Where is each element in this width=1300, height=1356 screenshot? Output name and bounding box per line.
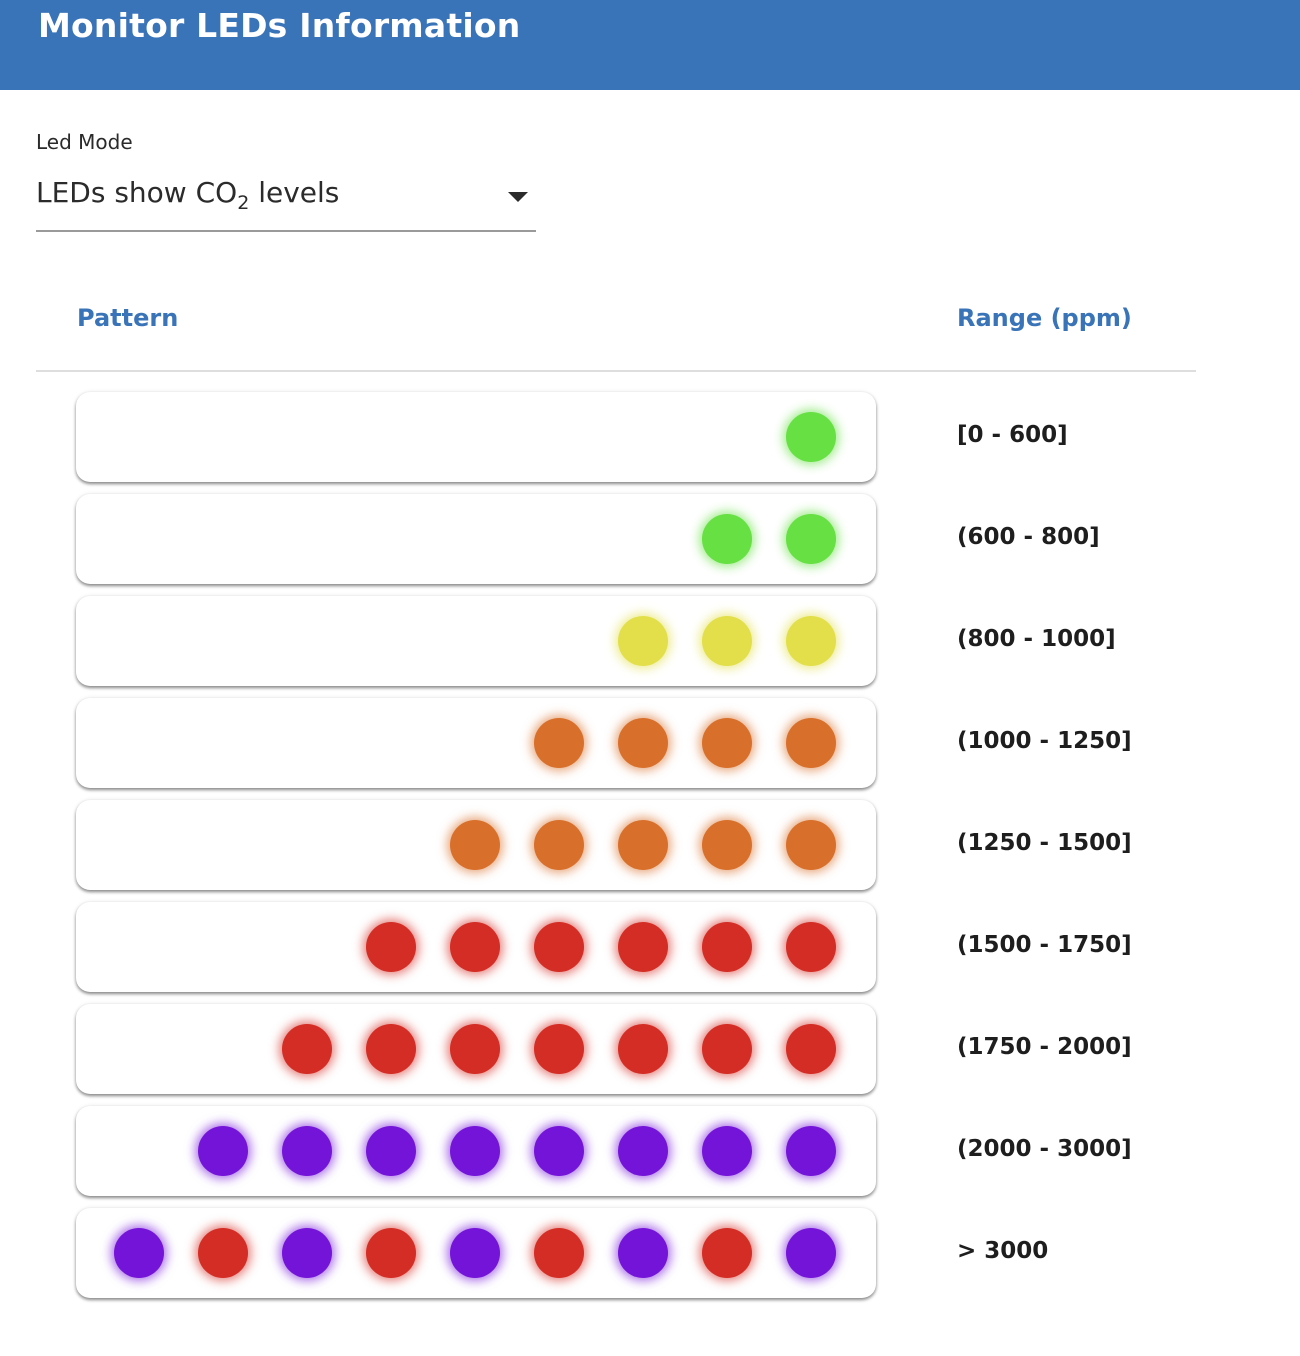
led-purple-icon [786, 1228, 836, 1278]
led-red-icon [618, 922, 668, 972]
table-row: (1250 - 1500] [0, 800, 1300, 892]
led-purple-icon [786, 1126, 836, 1176]
led-red-icon [366, 1228, 416, 1278]
table-row: (1750 - 2000] [0, 1004, 1300, 1096]
led-red-icon [366, 1024, 416, 1074]
led-red-icon [534, 1228, 584, 1278]
range-label: (1500 - 1750] [957, 932, 1132, 958]
led-purple-icon [618, 1126, 668, 1176]
led-red-icon [450, 922, 500, 972]
led-orange-icon [534, 820, 584, 870]
led-red-icon [198, 1228, 248, 1278]
column-header-range: Range (ppm) [957, 304, 1132, 332]
led-pattern-card [76, 1208, 876, 1298]
led-mode-value-subscript: 2 [237, 192, 250, 214]
led-red-icon [618, 1024, 668, 1074]
range-label: (800 - 1000] [957, 626, 1116, 652]
led-red-icon [702, 1228, 752, 1278]
led-yellow-icon [786, 616, 836, 666]
led-purple-icon [450, 1228, 500, 1278]
led-orange-icon [618, 820, 668, 870]
table-row: [0 - 600] [0, 392, 1300, 484]
led-purple-icon [282, 1126, 332, 1176]
table-row: (600 - 800] [0, 494, 1300, 586]
led-purple-icon [366, 1126, 416, 1176]
led-green-icon [786, 514, 836, 564]
led-mode-select[interactable]: LEDs show CO2 levels [36, 168, 536, 232]
table-row: (1500 - 1750] [0, 902, 1300, 994]
led-orange-icon [786, 718, 836, 768]
led-orange-icon [450, 820, 500, 870]
led-orange-icon [702, 718, 752, 768]
led-pattern-card [76, 596, 876, 686]
led-pattern-card [76, 1004, 876, 1094]
led-pattern-card [76, 698, 876, 788]
led-red-icon [702, 1024, 752, 1074]
table-row: > 3000 [0, 1208, 1300, 1300]
led-yellow-icon [618, 616, 668, 666]
led-pattern-card [76, 800, 876, 890]
led-red-icon [786, 922, 836, 972]
led-mode-value-suffix: levels [249, 176, 340, 209]
led-mode-value-prefix: LEDs show CO [36, 176, 238, 209]
range-label: [0 - 600] [957, 422, 1068, 448]
range-label: (1750 - 2000] [957, 1034, 1132, 1060]
header-divider [36, 370, 1196, 372]
led-red-icon [702, 922, 752, 972]
led-purple-icon [534, 1126, 584, 1176]
led-red-icon [366, 922, 416, 972]
led-yellow-icon [702, 616, 752, 666]
led-purple-icon [282, 1228, 332, 1278]
led-pattern-card [76, 1106, 876, 1196]
led-red-icon [282, 1024, 332, 1074]
led-pattern-card [76, 494, 876, 584]
led-purple-icon [198, 1126, 248, 1176]
range-label: (1250 - 1500] [957, 830, 1132, 856]
table-row: (2000 - 3000] [0, 1106, 1300, 1198]
led-orange-icon [786, 820, 836, 870]
led-purple-icon [450, 1126, 500, 1176]
led-pattern-card [76, 392, 876, 482]
led-orange-icon [534, 718, 584, 768]
led-green-icon [702, 514, 752, 564]
led-red-icon [450, 1024, 500, 1074]
led-red-icon [534, 1024, 584, 1074]
led-purple-icon [618, 1228, 668, 1278]
led-purple-icon [114, 1228, 164, 1278]
led-purple-icon [702, 1126, 752, 1176]
column-header-pattern: Pattern [77, 304, 179, 332]
led-orange-icon [618, 718, 668, 768]
table-row: (800 - 1000] [0, 596, 1300, 688]
led-mode-label: Led Mode [36, 130, 133, 154]
app-bar: Monitor LEDs Information [0, 0, 1300, 90]
led-red-icon [786, 1024, 836, 1074]
range-label: (2000 - 3000] [957, 1136, 1132, 1162]
range-label: (600 - 800] [957, 524, 1100, 550]
led-mode-selected-value: LEDs show CO2 levels [36, 176, 339, 214]
led-green-icon [786, 412, 836, 462]
page-title: Monitor LEDs Information [38, 6, 521, 45]
dropdown-arrow-icon[interactable] [508, 192, 528, 202]
range-label: (1000 - 1250] [957, 728, 1132, 754]
led-orange-icon [702, 820, 752, 870]
range-label: > 3000 [957, 1238, 1049, 1264]
led-pattern-card [76, 902, 876, 992]
led-red-icon [534, 922, 584, 972]
table-row: (1000 - 1250] [0, 698, 1300, 790]
